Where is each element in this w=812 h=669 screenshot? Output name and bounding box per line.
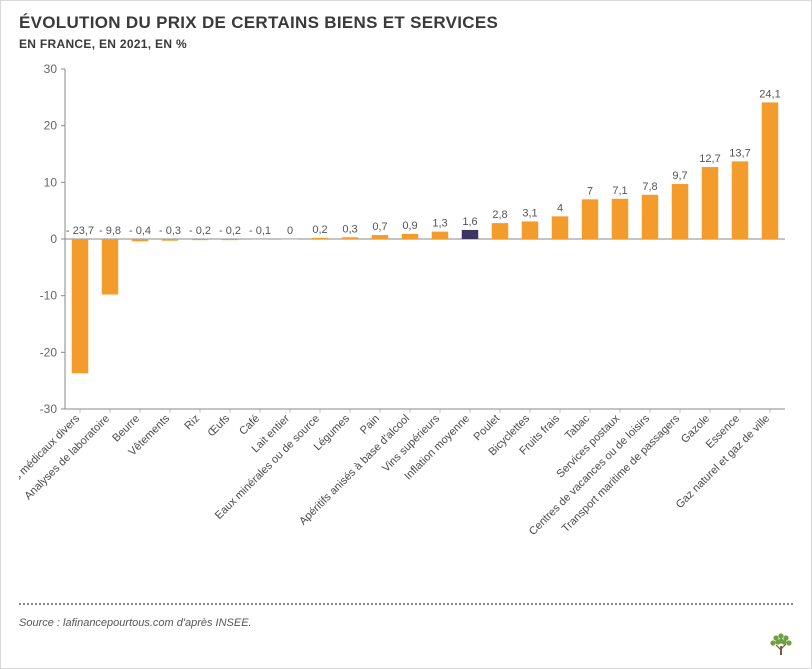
- bar: [252, 239, 269, 240]
- bar: [192, 239, 209, 240]
- bar: [642, 195, 659, 239]
- bar: [72, 239, 89, 373]
- bar: [522, 221, 539, 239]
- category-label: Riz: [182, 413, 202, 433]
- bar: [432, 232, 449, 239]
- bar-value-label: - 0,4: [129, 225, 151, 237]
- bar-value-label: 12,7: [699, 153, 720, 165]
- bar-value-label: - 0,3: [159, 225, 181, 237]
- bar: [492, 223, 509, 239]
- bar-value-label: 0,2: [312, 224, 327, 236]
- bar-value-label: 0,3: [342, 223, 357, 235]
- bar-value-label: 0,7: [372, 221, 387, 233]
- bar: [732, 161, 749, 239]
- bar-value-label: 7: [587, 185, 593, 197]
- bar: [312, 238, 329, 239]
- svg-text:30: 30: [44, 62, 58, 76]
- bar: [612, 199, 629, 239]
- bar: [132, 239, 149, 241]
- bar: [552, 216, 569, 239]
- chart-container: ÉVOLUTION DU PRIX DE CERTAINS BIENS ET S…: [0, 0, 812, 669]
- bar: [222, 239, 239, 240]
- bar: [102, 239, 119, 295]
- bar: [342, 237, 359, 239]
- bar-value-label: 0,9: [402, 220, 417, 232]
- category-label: Pain: [358, 413, 382, 437]
- svg-text:20: 20: [44, 119, 58, 133]
- bar-value-label: 7,8: [642, 181, 657, 193]
- svg-text:-30: -30: [40, 402, 58, 416]
- source-text: Source : lafinancepourtous.com d'après I…: [19, 617, 252, 629]
- category-label: Café: [237, 413, 262, 438]
- svg-text:0: 0: [50, 232, 57, 246]
- bar-value-label: 2,8: [492, 209, 507, 221]
- bar: [582, 199, 599, 239]
- svg-text:10: 10: [44, 175, 58, 189]
- bar-value-label: 0: [287, 225, 293, 237]
- chart-title: ÉVOLUTION DU PRIX DE CERTAINS BIENS ET S…: [19, 13, 793, 33]
- svg-text:-20: -20: [40, 345, 58, 359]
- svg-text:-10: -10: [40, 289, 58, 303]
- bar-chart-svg: -30-20-100102030- 23,7Produits médicaux …: [19, 59, 795, 599]
- bar: [672, 184, 689, 239]
- category-label: Œufs: [205, 412, 232, 439]
- category-label: Apéritifs anisés à base d'alcool: [297, 413, 412, 528]
- chart-subtitle: EN FRANCE, EN 2021, EN %: [19, 37, 793, 51]
- bar-value-label: 9,7: [672, 170, 687, 182]
- bar-value-label: 1,6: [462, 216, 477, 228]
- bar: [462, 230, 479, 239]
- bar-value-label: 24,1: [759, 88, 780, 100]
- bar-value-label: 7,1: [612, 185, 627, 197]
- bar-value-label: 4: [557, 202, 563, 214]
- bar-value-label: 1,3: [432, 218, 447, 230]
- bar-value-label: - 23,7: [66, 225, 94, 237]
- bar: [372, 235, 389, 239]
- chart-area: -30-20-100102030- 23,7Produits médicaux …: [19, 59, 793, 599]
- bar-value-label: - 0,2: [189, 225, 211, 237]
- bar-value-label: - 0,2: [219, 225, 241, 237]
- bar-value-label: - 0,1: [249, 225, 271, 237]
- bar: [282, 239, 299, 240]
- bar-value-label: 3,1: [522, 207, 537, 219]
- bar: [762, 102, 779, 239]
- bar: [402, 234, 419, 239]
- bar-value-label: - 9,8: [99, 225, 121, 237]
- tree-logo-icon: [767, 630, 795, 658]
- bar: [702, 167, 719, 239]
- bar-value-label: 13,7: [729, 147, 750, 159]
- bar: [162, 239, 179, 241]
- chart-footer: Source : lafinancepourtous.com d'après I…: [19, 603, 793, 631]
